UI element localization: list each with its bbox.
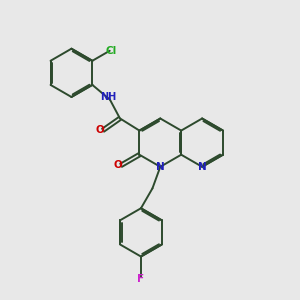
Text: NH: NH (100, 92, 117, 102)
Text: F: F (137, 274, 145, 284)
Text: Cl: Cl (106, 46, 117, 56)
Text: O: O (96, 125, 104, 135)
Text: N: N (198, 162, 206, 172)
Text: O: O (113, 160, 122, 170)
Text: N: N (156, 162, 165, 172)
